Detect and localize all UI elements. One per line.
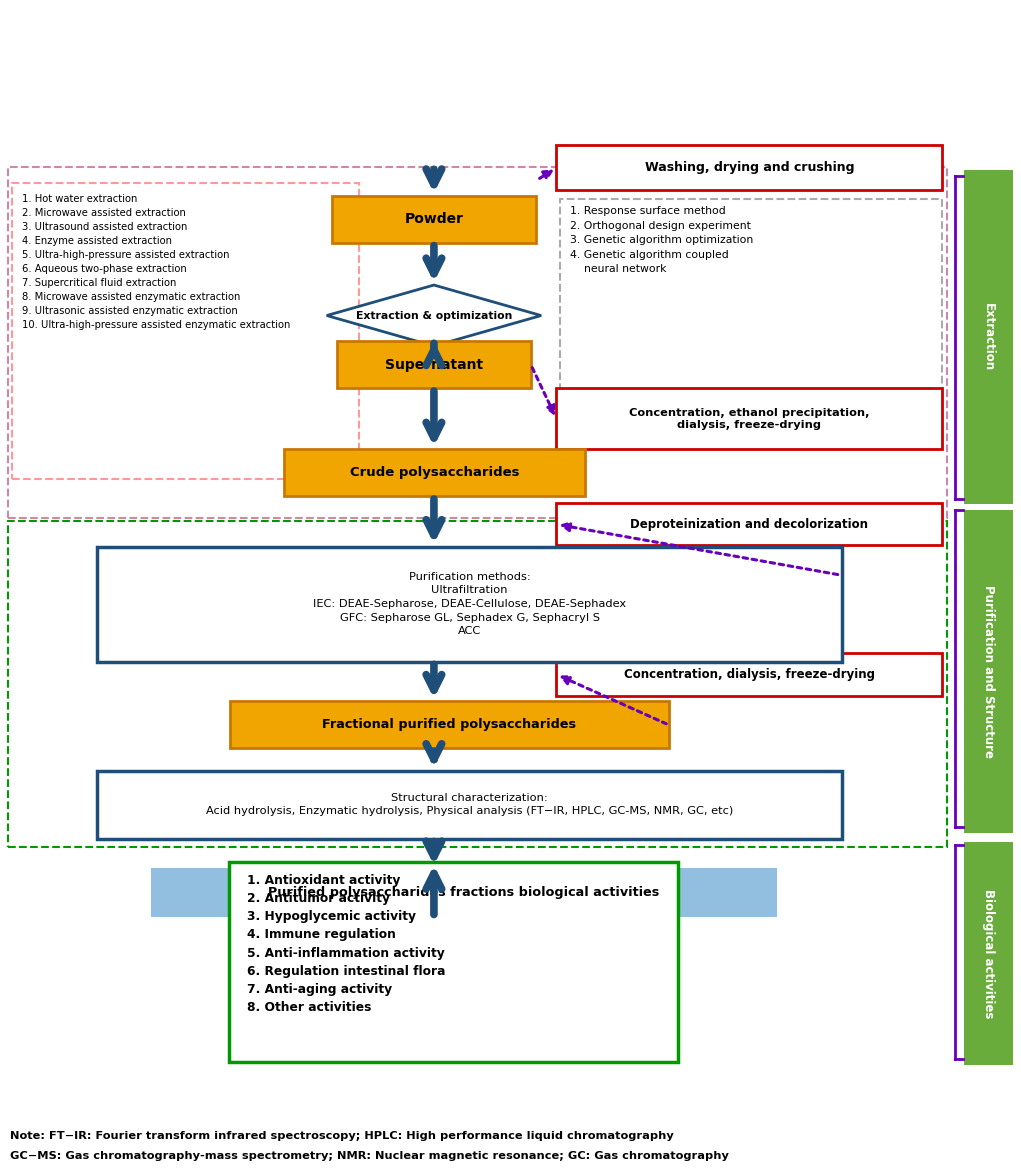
Text: Biological activities: Biological activities [982, 889, 994, 1018]
FancyBboxPatch shape [12, 183, 359, 479]
FancyBboxPatch shape [560, 199, 942, 399]
Text: Deproteinization and decolorization: Deproteinization and decolorization [630, 517, 869, 531]
FancyBboxPatch shape [229, 862, 678, 1062]
FancyBboxPatch shape [556, 653, 942, 696]
Text: 1. Hot water extraction
2. Microwave assisted extraction
3. Ultrasound assisted : 1. Hot water extraction 2. Microwave ass… [22, 194, 291, 330]
FancyBboxPatch shape [151, 868, 777, 917]
Text: Washing, drying and crushing: Washing, drying and crushing [644, 161, 855, 175]
Text: 1. Response surface method
2. Orthogonal design experiment
3. Genetic algorithm : 1. Response surface method 2. Orthogonal… [570, 206, 752, 274]
Text: Concentration, ethanol precipitation,
dialysis, freeze-drying: Concentration, ethanol precipitation, di… [629, 407, 870, 430]
FancyBboxPatch shape [337, 341, 531, 388]
Text: Supernatant: Supernatant [385, 358, 483, 372]
Text: Purified polysaccharides fractions biological activities: Purified polysaccharides fractions biolo… [269, 886, 660, 900]
Text: Extraction: Extraction [982, 303, 994, 372]
Text: Concentration, dialysis, freeze-drying: Concentration, dialysis, freeze-drying [624, 667, 875, 682]
FancyBboxPatch shape [556, 145, 942, 190]
FancyBboxPatch shape [964, 842, 1013, 1065]
Text: Structural characterization:
Acid hydrolysis, Enzymatic hydrolysis, Physical ana: Structural characterization: Acid hydrol… [206, 793, 733, 816]
Text: GC−MS: Gas chromatography-mass spectrometry; NMR: Nuclear magnetic resonance; GC: GC−MS: Gas chromatography-mass spectrome… [10, 1151, 729, 1161]
Text: Extraction & optimization: Extraction & optimization [355, 311, 513, 320]
FancyBboxPatch shape [964, 170, 1013, 504]
Text: Purification methods:
Ultrafiltration
IEC: DEAE-Sepharose, DEAE-Cellulose, DEAE-: Purification methods: Ultrafiltration IE… [313, 572, 626, 636]
Text: Powder: Powder [404, 212, 464, 226]
Text: Fractional purified polysaccharides: Fractional purified polysaccharides [323, 718, 576, 732]
FancyBboxPatch shape [556, 388, 942, 449]
FancyBboxPatch shape [97, 547, 842, 662]
FancyBboxPatch shape [964, 510, 1013, 833]
Text: Purification and Structure: Purification and Structure [982, 585, 994, 758]
FancyBboxPatch shape [556, 503, 942, 545]
FancyBboxPatch shape [97, 771, 842, 839]
Text: 1. Antioxidant activity
2. Antitumor activity
3. Hypoglycemic activity
4. Immune: 1. Antioxidant activity 2. Antitumor act… [247, 874, 445, 1015]
FancyBboxPatch shape [230, 701, 669, 748]
Text: Note: FT−IR: Fourier transform infrared spectroscopy; HPLC: High performance liq: Note: FT−IR: Fourier transform infrared … [10, 1131, 674, 1141]
Text: Crude polysaccharides: Crude polysaccharides [349, 466, 520, 480]
FancyBboxPatch shape [332, 196, 536, 243]
Polygon shape [327, 285, 541, 346]
FancyBboxPatch shape [284, 449, 585, 496]
